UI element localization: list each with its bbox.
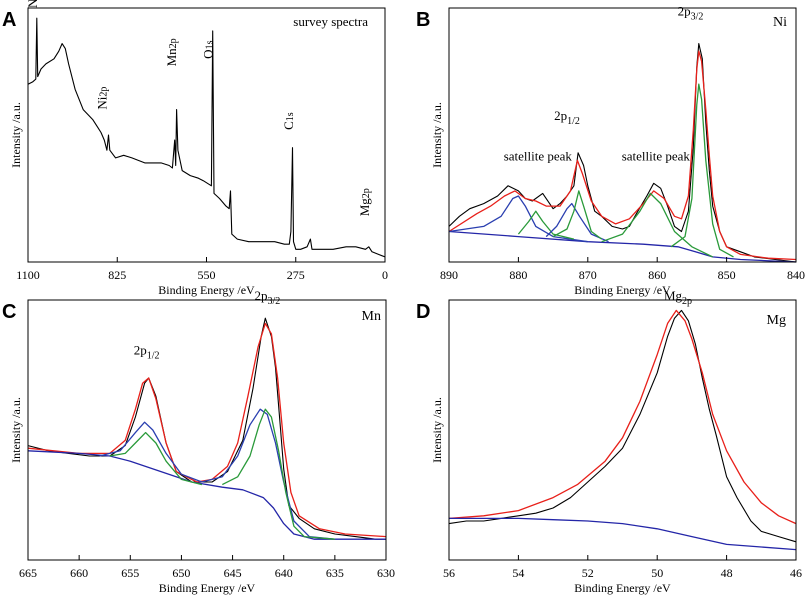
x-axis-title: Binding Energy /eV [159, 581, 256, 595]
series-satellite-872-5 [545, 202, 609, 243]
peak-annotation: 2p3/2 [254, 288, 280, 307]
x-axis-title: Binding Energy /eV [574, 581, 671, 595]
series-mn-2p3-2-a [201, 408, 335, 540]
peak-annotation: 2p3/2 [678, 4, 704, 23]
element-label: Mg [767, 313, 786, 328]
peak-annotation: Na1s [25, 0, 40, 8]
panel-c: 665 660 655 650 645 640 635 630 Binding Energy /… [2, 288, 395, 595]
x-axis-title: Binding Energy /eV [574, 283, 671, 297]
series-ni-2p3-2 [670, 83, 734, 258]
series-mn-2p3-2-b [222, 408, 335, 540]
chart-title: survey spectra [293, 14, 368, 29]
series-mn-2p1-2-a [99, 421, 203, 483]
x-tick-label: 890 [440, 268, 458, 282]
x-axis-title: Binding Energy /eV [158, 283, 255, 297]
x-tick-label: 1100 [16, 268, 40, 282]
peak-annotation: 2p1/2 [134, 343, 160, 362]
x-tick-label: 860 [648, 268, 666, 282]
series-raw [27, 317, 386, 540]
peak-annotation: satellite peak [504, 148, 573, 163]
x-tick-label: 635 [326, 566, 344, 580]
x-tick-label: 655 [121, 566, 139, 580]
series-fit [27, 322, 387, 538]
x-tick-label: 275 [287, 268, 305, 282]
series-ni-2p1-2 [552, 190, 603, 240]
plot-frame [27, 299, 387, 561]
panel-b: 890 880 870 860 850 840 Binding Energy /eV Inte… [416, 4, 805, 297]
x-tick-label: 665 [19, 566, 37, 580]
panel-letter: A [2, 9, 16, 31]
series-mn-2p1-2-b [109, 431, 203, 486]
peak-annotation: satellite peak [622, 148, 691, 163]
x-tick-label: 870 [579, 268, 597, 282]
x-tick-label: 48 [721, 566, 733, 580]
panel-d: 56 54 52 50 48 46 Binding Energy /eV Intensity … [416, 288, 802, 595]
peak-annotation: Mg2p [357, 188, 372, 216]
peak-annotation: Ni2p [95, 87, 110, 110]
element-label: Mn [362, 309, 381, 324]
panel-letter: D [416, 301, 430, 323]
plot-frame [448, 299, 797, 561]
series-satellite-861 [601, 192, 713, 258]
series-background [448, 230, 797, 263]
x-tick-label: 825 [108, 268, 126, 282]
x-tick-label: 840 [787, 268, 805, 282]
y-axis-title: Intensity /a.u. [430, 397, 444, 463]
y-axis-title: Intensity /a.u. [9, 397, 23, 463]
series-background [27, 450, 386, 540]
peak-annotation: Mn2p [164, 38, 179, 66]
peak-annotation: Mg2p [664, 288, 692, 307]
peak-annotation: C1s [281, 112, 296, 130]
x-tick-label: 880 [509, 268, 527, 282]
y-axis-title: Intensity /a.u. [9, 102, 23, 168]
panel-letter: B [416, 9, 430, 31]
x-tick-label: 640 [275, 566, 293, 580]
x-tick-label: 54 [512, 566, 524, 580]
series-satellite-877 [517, 210, 575, 240]
peak-annotation: 2p1/2 [554, 108, 580, 127]
x-tick-label: 46 [790, 566, 802, 580]
panel-a: 1100 825 550 275 0 Binding Energy /eV Intensit… [2, 0, 388, 297]
x-tick-label: 630 [377, 566, 395, 580]
x-tick-label: 0 [382, 268, 388, 282]
x-tick-label: 50 [651, 566, 663, 580]
series-satellite-880 [448, 195, 588, 243]
x-tick-label: 550 [198, 268, 216, 282]
peak-annotation: O1s [200, 40, 215, 58]
x-tick-label: 850 [718, 268, 736, 282]
series-raw [448, 309, 797, 543]
element-label: Ni [773, 15, 787, 30]
plot-frame [448, 7, 797, 263]
series-survey [27, 17, 386, 258]
x-tick-label: 645 [224, 566, 242, 580]
x-tick-label: 660 [70, 566, 88, 580]
x-tick-label: 52 [582, 566, 594, 580]
series-background [449, 517, 797, 551]
y-axis-title: Intensity /a.u. [430, 102, 444, 168]
x-tick-label: 650 [172, 566, 190, 580]
panel-letter: C [2, 301, 16, 323]
series-fit [448, 309, 797, 525]
x-tick-label: 56 [443, 566, 455, 580]
